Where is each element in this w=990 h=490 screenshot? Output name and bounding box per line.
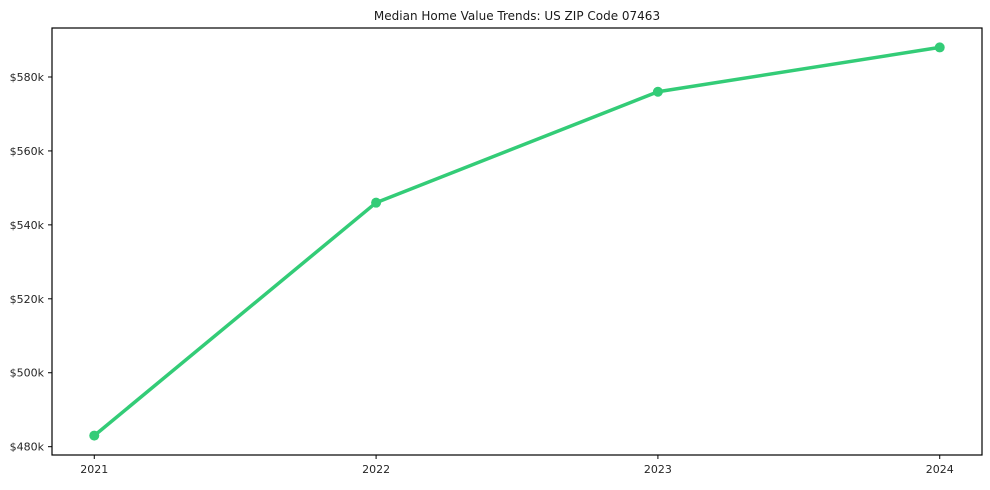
x-tick-label: 2022 [362,463,390,476]
x-tick-label: 2024 [926,463,954,476]
data-point-marker [652,86,663,97]
chart-title: Median Home Value Trends: US ZIP Code 07… [373,9,661,23]
y-tick-label: $520k [10,293,45,306]
y-tick-label: $560k [10,145,45,158]
data-point-marker [934,42,945,53]
data-point-marker [371,197,382,208]
x-tick-label: 2023 [644,463,672,476]
data-point-marker [89,430,100,441]
x-tick-label: 2021 [80,463,108,476]
y-tick-label: $500k [10,367,45,380]
y-tick-label: $480k [10,441,45,454]
y-tick-label: $540k [10,219,45,232]
series-line [92,45,942,438]
y-tick-label: $580k [10,71,45,84]
plot-frame [51,27,983,456]
